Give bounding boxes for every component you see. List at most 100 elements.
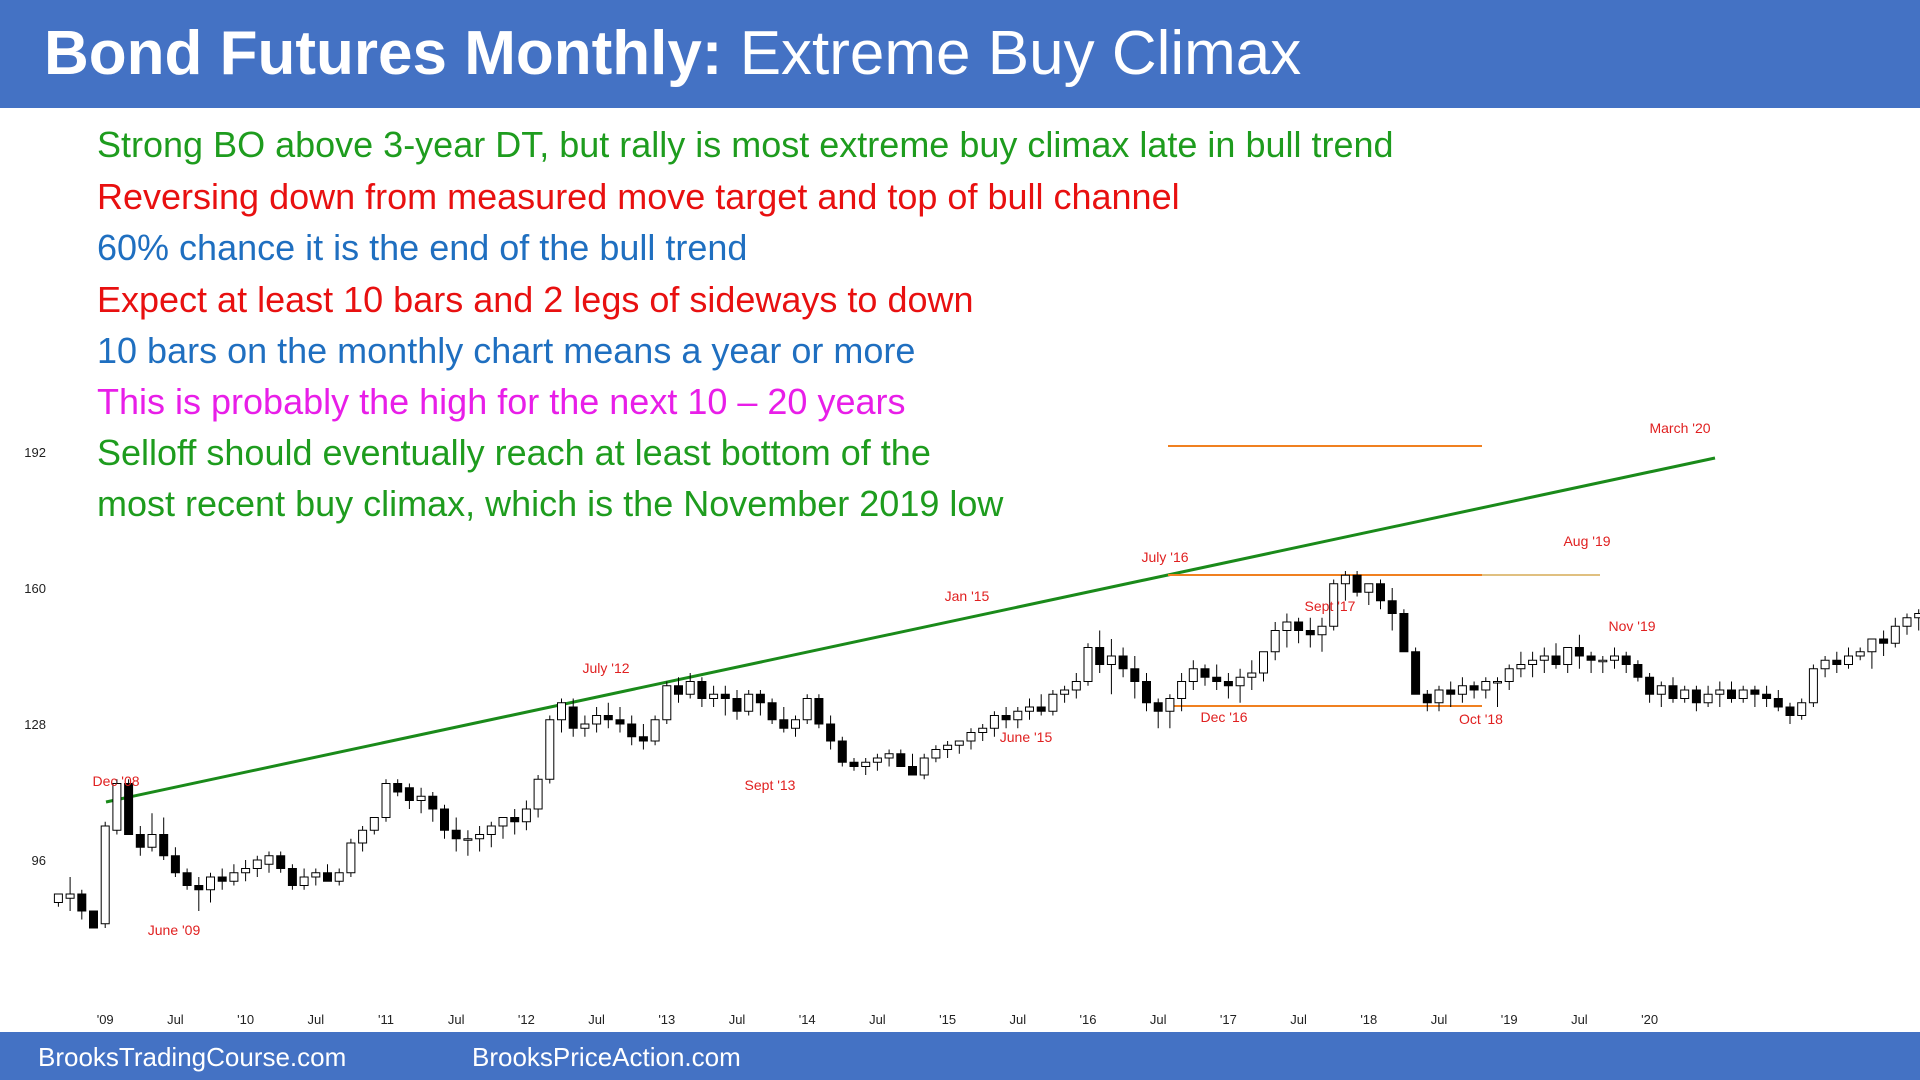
candle-body xyxy=(1703,693,1713,704)
candle-body xyxy=(685,681,695,695)
candle xyxy=(206,872,215,903)
candle xyxy=(1516,651,1526,678)
candle-body xyxy=(709,693,719,699)
candle-body xyxy=(1446,689,1456,695)
candle-body xyxy=(1200,668,1210,678)
swing-label-march-20: March '20 xyxy=(1649,420,1710,436)
candle-body xyxy=(1153,702,1163,712)
candle-body xyxy=(53,893,63,903)
candle xyxy=(1177,673,1187,712)
candle xyxy=(1879,630,1889,656)
candle-body xyxy=(1797,702,1807,716)
candle xyxy=(720,685,730,716)
candle-body xyxy=(1118,655,1128,670)
candle xyxy=(627,715,637,746)
swing-label-july-16: July '16 xyxy=(1141,549,1188,565)
candle-body xyxy=(1106,655,1116,665)
title-rest: Extreme Buy Climax xyxy=(739,19,1302,88)
candle xyxy=(1551,643,1561,669)
candle xyxy=(1294,617,1304,644)
candle-body xyxy=(1867,638,1877,653)
candle xyxy=(1598,656,1608,673)
candle xyxy=(229,864,239,886)
annotation-line-1: Strong BO above 3-year DT, but rally is … xyxy=(97,124,1394,165)
candle xyxy=(650,715,660,746)
candle xyxy=(1457,677,1467,703)
candle-body xyxy=(1762,693,1772,699)
candle xyxy=(1481,677,1491,699)
candle-body xyxy=(1305,630,1315,636)
candle xyxy=(1142,673,1151,712)
x-tick-label: '19 xyxy=(1501,1012,1518,1027)
candle xyxy=(1223,673,1233,699)
x-tick-label: '17 xyxy=(1220,1012,1237,1027)
annotation-line-4: Expect at least 10 bars and 2 legs of si… xyxy=(97,279,974,320)
x-tick-label: '14 xyxy=(799,1012,816,1027)
candle-body xyxy=(767,702,777,721)
candle-body xyxy=(557,702,566,721)
annotation-line-7: Selloff should eventually reach at least… xyxy=(97,432,931,473)
candle xyxy=(416,787,426,814)
candle xyxy=(1539,647,1549,673)
candle xyxy=(568,698,578,737)
candle xyxy=(1610,647,1619,669)
candle xyxy=(1083,643,1093,686)
swing-label-june-09: June '09 xyxy=(148,922,201,938)
footer-site-left[interactable]: BrooksTradingCourse.com xyxy=(38,1042,347,1072)
x-tick-label: Jul xyxy=(1431,1012,1448,1027)
footer-site-right[interactable]: BrooksPriceAction.com xyxy=(472,1042,741,1072)
trendlines xyxy=(105,445,1716,804)
candle-body xyxy=(521,808,531,823)
candle-body xyxy=(1879,638,1889,644)
title-bar: Bond Futures Monthly: Extreme Buy Climax xyxy=(0,0,1920,108)
candle xyxy=(1785,702,1795,724)
candle-body xyxy=(1036,706,1046,712)
candle xyxy=(346,838,356,877)
candle-body xyxy=(966,732,976,742)
candle-body xyxy=(1715,689,1725,695)
candle xyxy=(615,707,625,733)
candle xyxy=(954,740,964,754)
candle-body xyxy=(1001,715,1011,721)
y-tick-label-160: 160 xyxy=(24,581,46,596)
candle xyxy=(1001,707,1011,729)
candle xyxy=(1715,681,1725,707)
candle xyxy=(486,821,496,848)
candle-body xyxy=(1574,647,1584,657)
candle-body xyxy=(135,834,145,848)
candle-body xyxy=(627,723,637,738)
candle xyxy=(1680,685,1690,703)
candle xyxy=(767,698,777,724)
candle xyxy=(1855,647,1865,661)
candle-body xyxy=(182,872,192,886)
candle-body xyxy=(615,719,625,725)
x-tick-label: '11 xyxy=(378,1012,394,1027)
candle-body xyxy=(323,872,332,882)
candle xyxy=(884,749,894,767)
candle-body xyxy=(580,723,590,729)
candle xyxy=(908,753,917,776)
candle-body xyxy=(1563,647,1573,665)
candle xyxy=(1691,685,1701,712)
candle-body xyxy=(1785,706,1795,716)
candle-body xyxy=(1914,613,1920,619)
annotation-line-3: 60% chance it is the end of the bull tre… xyxy=(97,227,748,268)
candle xyxy=(802,694,812,724)
candle xyxy=(475,826,485,852)
candle xyxy=(1504,664,1514,690)
candle xyxy=(732,690,742,720)
x-tick-label: Jul xyxy=(869,1012,886,1027)
candle xyxy=(1797,698,1807,720)
candle-body xyxy=(1223,681,1233,687)
candle-body xyxy=(732,698,742,712)
candle xyxy=(510,809,520,835)
x-tick-label: '12 xyxy=(518,1012,535,1027)
candle xyxy=(744,690,754,716)
candle xyxy=(1247,660,1257,690)
candle xyxy=(1633,660,1643,682)
candle xyxy=(381,779,391,822)
candle xyxy=(124,779,134,835)
candle-body xyxy=(381,783,391,818)
candle xyxy=(1586,651,1596,673)
y-tick-label-192: 192 xyxy=(24,445,46,460)
